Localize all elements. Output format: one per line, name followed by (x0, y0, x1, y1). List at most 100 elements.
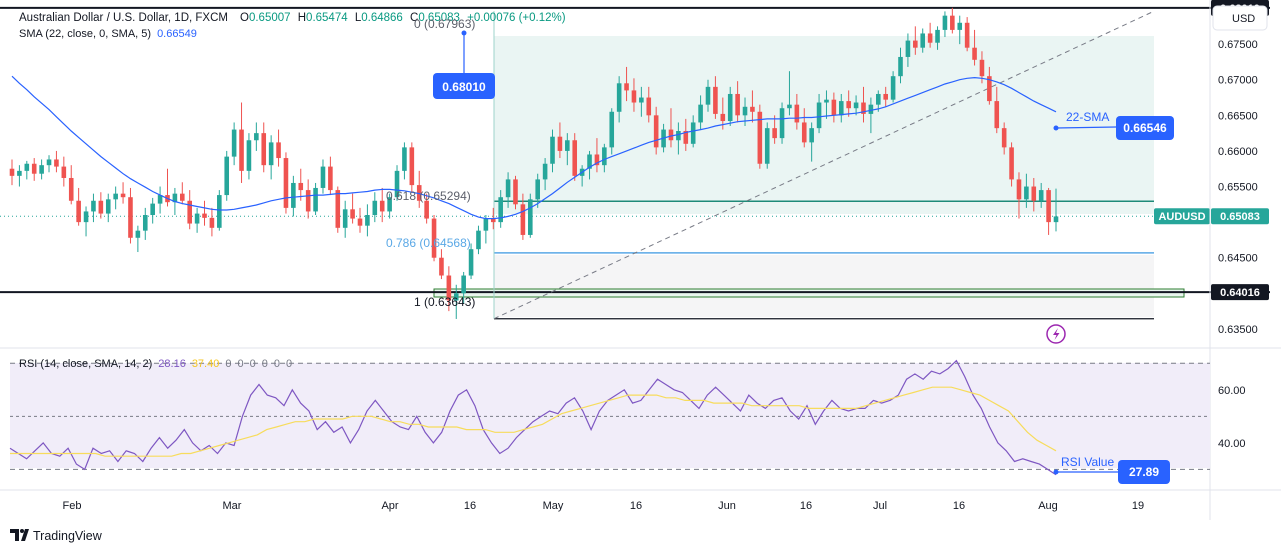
candle-body (698, 104, 703, 123)
candle-body (328, 166, 333, 191)
candle-body (935, 29, 940, 43)
candle-body (653, 115, 659, 148)
candle-body (76, 200, 81, 223)
candle-body (305, 190, 311, 212)
candle-body (209, 217, 215, 228)
candle-body (379, 200, 385, 212)
candle-body (587, 154, 592, 169)
candle-body (387, 197, 392, 212)
candle-body (609, 111, 615, 148)
price-tick: 0.67500 (1218, 39, 1258, 51)
rsi-legend-extra-1: 0 (225, 358, 231, 370)
candle-body (898, 56, 903, 77)
candle-body (424, 200, 429, 219)
candle-body (794, 104, 800, 123)
candle-body (46, 159, 52, 166)
candle-body (187, 200, 192, 224)
axis-layer: 0.67500 0.67000 0.66500 0.66000 0.65500 0.645… (63, 0, 1269, 512)
candle-body (809, 128, 814, 143)
candle-body (824, 99, 829, 103)
lightning-icon (1053, 328, 1060, 340)
candle-body (291, 182, 296, 208)
candle-body (91, 200, 96, 212)
tradingview-icon (10, 529, 29, 541)
candles-layer (9, 7, 1059, 319)
candle-body (68, 177, 74, 201)
candle-body (1046, 190, 1051, 223)
candle-body (557, 136, 563, 151)
rsi-legend[interactable]: RSI (14, close, SMA, 14, 2) 28.16 37.40 0 0 0… (19, 358, 292, 370)
candle-body (105, 199, 111, 214)
candle-body (505, 179, 511, 198)
candle-body (520, 204, 526, 235)
tradingview-brand: TradingView (33, 529, 103, 543)
candle-body (498, 197, 503, 223)
candle-body (239, 129, 244, 171)
levels-layer (0, 6, 1270, 320)
candle-body (639, 97, 644, 103)
time-tick: 16 (953, 500, 965, 512)
candle-body (757, 111, 763, 164)
candle-body (772, 128, 777, 139)
candle-body (276, 142, 281, 159)
time-tick: Jul (873, 500, 887, 512)
candle-body (468, 249, 474, 276)
time-tick: Jun (718, 500, 736, 512)
candle-body (801, 122, 807, 143)
candle-body (439, 257, 444, 276)
tradingview-logo[interactable]: TradingView (10, 529, 103, 543)
candle-body (950, 15, 955, 30)
candle-body (942, 15, 948, 30)
last-price-tag-bg (1211, 208, 1269, 225)
candle-body (372, 200, 378, 216)
candle-body (750, 106, 755, 112)
candle-body (476, 230, 481, 250)
price-tick: 0.67000 (1218, 75, 1258, 87)
candle-body (409, 147, 415, 186)
candle-body (631, 90, 637, 103)
rsi-legend-extra-6: 0 (286, 358, 292, 370)
candle-body (676, 130, 681, 141)
candle-body (550, 136, 555, 164)
candle-body (987, 76, 992, 102)
candle-body (572, 140, 578, 176)
candle-body (9, 168, 15, 176)
candle-body (1024, 186, 1029, 200)
candle-body (483, 218, 489, 231)
candle-body (394, 170, 400, 198)
candle-body (217, 195, 222, 228)
sma-legend[interactable]: SMA (22, close, 0, SMA, 5) 0.66549 (19, 28, 197, 40)
rsi-callout: 27.89 (1118, 460, 1170, 484)
lightning-badge[interactable] (1046, 324, 1066, 344)
last-price-tag-text: 0.65083 (1220, 211, 1260, 223)
candle-body (972, 47, 977, 60)
candle-body (787, 104, 792, 109)
candle-body (31, 163, 37, 174)
candle-body (342, 209, 348, 228)
rsi-legend-extra-5: 0 (274, 358, 280, 370)
candle-body (98, 200, 104, 214)
candle-body (1053, 216, 1059, 223)
candle-body (883, 93, 888, 100)
candle-body (194, 213, 200, 224)
candle-body (565, 140, 570, 151)
open-value: 0.65007 (249, 12, 291, 24)
currency-button[interactable]: USD (1212, 5, 1268, 31)
candle-body (742, 106, 748, 116)
rsi-legend-extra-4: 0 (262, 358, 268, 370)
candle-body (1038, 190, 1044, 201)
sma-connector (1055, 126, 1117, 129)
fib-zone (494, 36, 1154, 214)
support-tag-text: 0.64016 (1220, 287, 1260, 299)
candle-body (231, 129, 237, 157)
candle-body (1009, 147, 1014, 180)
candle-body (602, 147, 607, 166)
fib-0786-label: 0.786 (0.64568) (386, 236, 471, 250)
candle-body (876, 93, 881, 105)
price-tick: 0.66000 (1218, 146, 1258, 158)
rsi-legend-extra-2: 0 (237, 358, 243, 370)
candle-body (461, 275, 466, 294)
fib-zone-lower (494, 255, 1154, 317)
candle-body (246, 140, 252, 171)
close-label: C (410, 12, 418, 24)
